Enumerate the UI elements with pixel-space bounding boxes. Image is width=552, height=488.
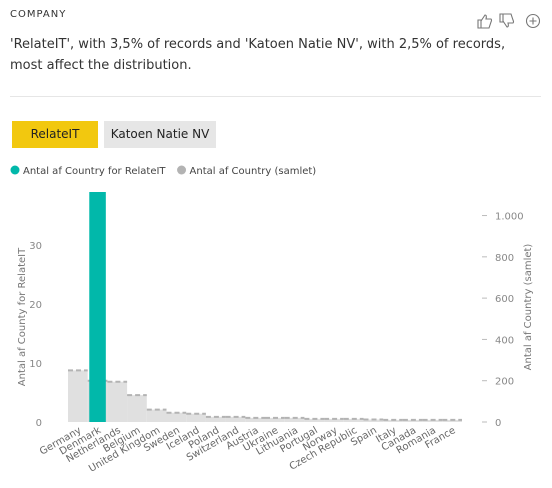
total-bar xyxy=(284,417,305,422)
total-bar xyxy=(225,416,246,422)
bar xyxy=(89,192,106,422)
y-tick-label: 30 xyxy=(29,241,42,252)
total-bar xyxy=(304,418,325,422)
y2-tick-label: 800 xyxy=(495,253,514,264)
total-bar xyxy=(107,381,128,422)
total-bar xyxy=(343,418,364,422)
total-bar xyxy=(402,419,423,422)
legend-label: Antal af Country for RelateIT xyxy=(23,166,166,177)
total-bar xyxy=(363,419,384,422)
y2-tick-label: 0 xyxy=(495,418,501,429)
divider xyxy=(10,96,541,97)
total-bar xyxy=(442,419,462,422)
add-icon[interactable] xyxy=(525,13,541,29)
y-tick-label: 0 xyxy=(36,418,42,429)
y-tick-label: 20 xyxy=(29,300,42,311)
total-bar xyxy=(265,417,285,422)
total-bar xyxy=(186,413,206,422)
y2-tick-label: 200 xyxy=(495,377,514,388)
total-bar xyxy=(205,416,226,422)
segment-button[interactable]: RelateIT xyxy=(12,121,98,148)
y2-tick-label: 1.000 xyxy=(495,212,524,223)
total-bar xyxy=(68,370,88,422)
total-bar xyxy=(422,419,443,422)
thumbs-down[interactable] xyxy=(499,13,515,28)
y2-tick-label: 400 xyxy=(495,335,514,346)
total-bar xyxy=(245,417,265,422)
thumbs-up[interactable] xyxy=(477,14,493,29)
legend-marker xyxy=(10,165,20,175)
total-bar xyxy=(383,419,403,422)
total-bar xyxy=(324,418,344,422)
legend-label: Antal af Country (samlet) xyxy=(190,166,317,177)
total-bar xyxy=(127,395,147,422)
legend-marker xyxy=(177,165,187,175)
segment-button[interactable]: Katoen Natie NV xyxy=(104,121,216,148)
toolbar-icons xyxy=(477,13,541,29)
y2-tick-label: 600 xyxy=(495,294,514,305)
total-bar xyxy=(166,412,187,422)
total-bar xyxy=(146,409,167,422)
description: 'RelateIT', with 3,5% of records and 'Ka… xyxy=(10,37,506,73)
y2-axis-title: Antal af Country (samlet) xyxy=(523,244,534,371)
y-tick-label: 10 xyxy=(29,359,42,370)
card-title: COMPANY xyxy=(10,9,67,20)
y-axis-title: Antal af County for RelateIT xyxy=(17,247,28,386)
chart: Antal af Country for RelateIT Antal af Co… xyxy=(10,165,534,475)
